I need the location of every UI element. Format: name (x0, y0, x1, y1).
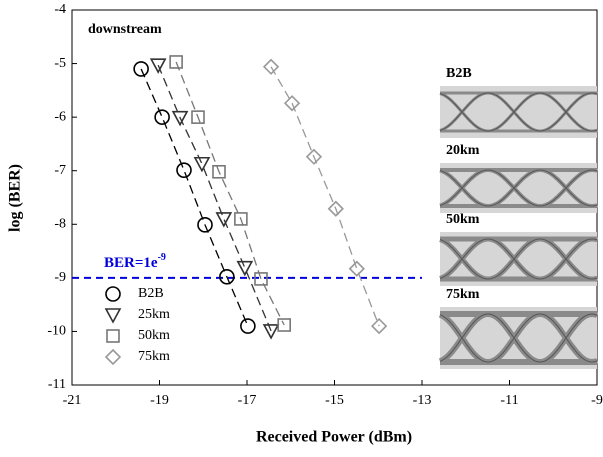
x-axis-label: Received Power (dBm) (256, 429, 412, 446)
marker (255, 273, 267, 285)
inset-label: 50km (446, 212, 480, 227)
series-line (158, 65, 271, 331)
y-tick-label: -7 (54, 163, 66, 178)
x-tick-label: -19 (150, 393, 169, 408)
legend-label: B2B (138, 286, 164, 301)
reference-label: BER=1e-9 (104, 252, 166, 271)
y-axis-label: log (BER) (7, 164, 24, 232)
marker (177, 163, 191, 177)
inset-label: B2B (446, 66, 472, 81)
inset-label: 75km (446, 287, 480, 302)
marker (241, 319, 255, 333)
x-tick-label: -11 (500, 393, 518, 408)
legend-label: 25km (138, 307, 170, 322)
legend-label: 50km (138, 328, 170, 343)
x-tick-label: -15 (325, 393, 344, 408)
marker (350, 262, 364, 276)
marker (217, 213, 231, 226)
legend-label: 75km (138, 349, 170, 364)
marker (195, 158, 209, 171)
legend-marker (106, 350, 120, 364)
x-tick-label: -9 (591, 393, 603, 408)
chart: downstream Received Power (dBm) log (BER… (0, 0, 603, 452)
y-tick-label: -9 (54, 270, 66, 285)
y-tick-label: -4 (54, 2, 66, 17)
x-tick-label: -17 (238, 393, 257, 408)
marker (155, 110, 169, 124)
y-tick-label: -8 (54, 217, 66, 232)
x-tick-label: -13 (413, 393, 432, 408)
y-tick-label: -10 (47, 324, 66, 339)
legend-marker (106, 287, 120, 301)
chart-title: downstream (88, 22, 162, 37)
legend-marker (107, 330, 119, 342)
marker (264, 325, 278, 338)
y-tick-label: -6 (54, 109, 66, 124)
y-tick-label: -11 (48, 377, 66, 392)
y-tick-label: -5 (54, 56, 66, 71)
reference-label-text: BER=1e (104, 255, 158, 271)
reference-label-sup: -9 (158, 252, 166, 263)
legend-marker (106, 309, 120, 322)
marker (238, 262, 252, 275)
x-tick-label: -21 (63, 393, 82, 408)
inset-label: 20km (446, 143, 480, 158)
